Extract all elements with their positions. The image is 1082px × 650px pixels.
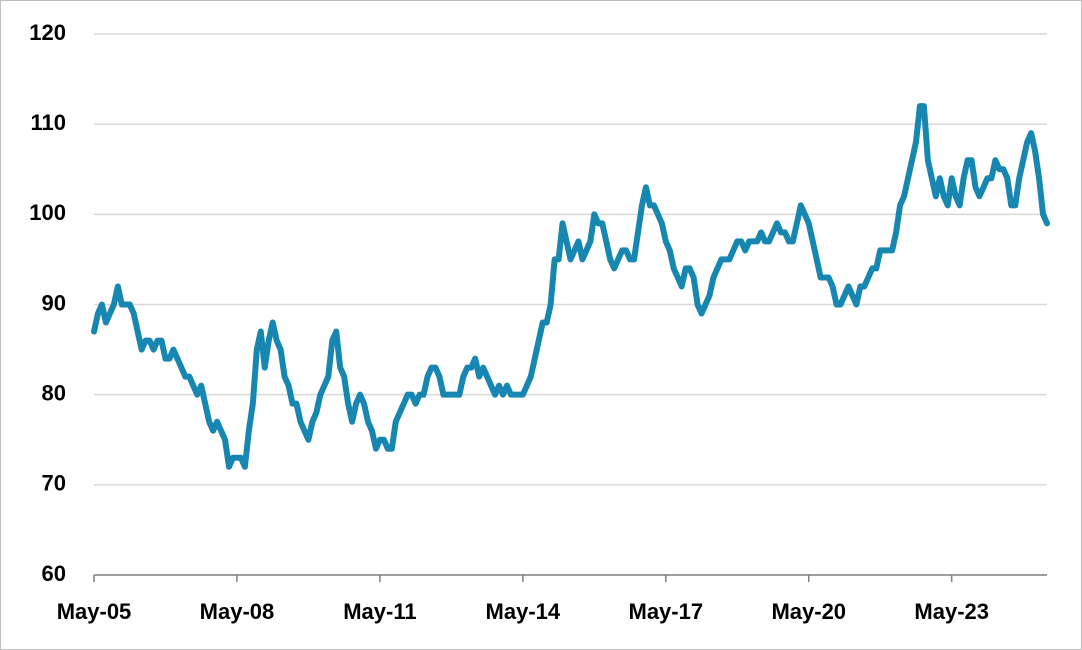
y-tick-label: 80	[42, 380, 66, 405]
y-tick-label: 60	[42, 561, 66, 586]
x-tick-label: May-11	[343, 599, 416, 624]
x-tick-label: May-05	[57, 599, 132, 624]
x-tick-label: May-14	[486, 599, 561, 624]
y-tick-label: 100	[29, 200, 66, 225]
x-tick-label: May-17	[629, 599, 704, 624]
data-line	[91, 103, 1050, 470]
y-tick-label: 120	[29, 20, 66, 45]
x-tick-label: May-08	[200, 599, 275, 624]
y-tick-label: 90	[42, 290, 66, 315]
y-tick-label: 70	[42, 471, 66, 496]
y-tick-label: 110	[31, 110, 67, 135]
x-tick-label: May-23	[914, 599, 989, 624]
x-tick-label: May-20	[771, 599, 846, 624]
